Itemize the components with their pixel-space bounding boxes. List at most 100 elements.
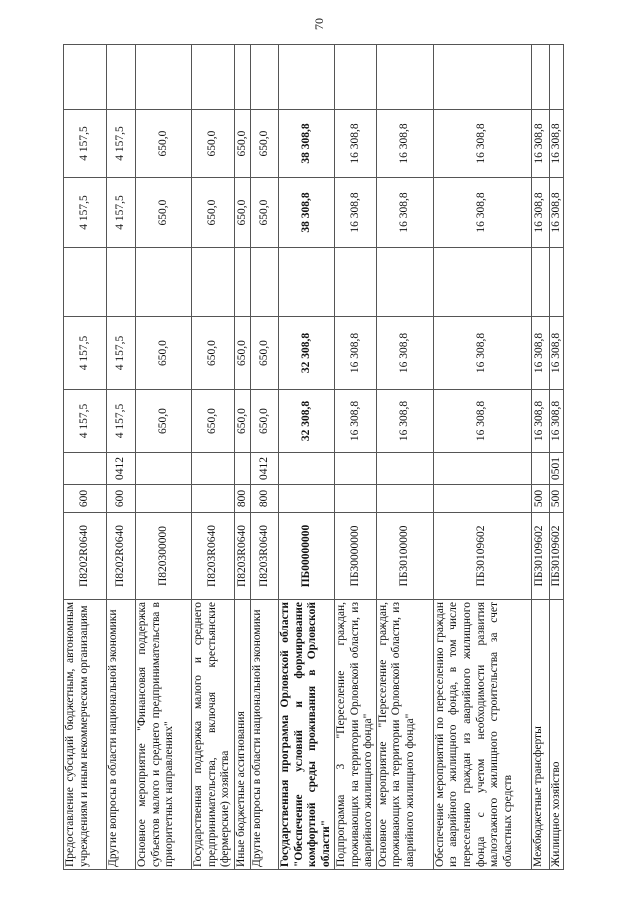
amount-6 <box>278 44 335 110</box>
table-row: Другие вопросы в области национальной эк… <box>106 44 136 870</box>
amount-3 <box>234 247 251 317</box>
amount-1: 4 157,5 <box>63 389 107 453</box>
table-row: Основное мероприятие "Переселение гражда… <box>376 44 434 870</box>
amount-5: 4 157,5 <box>106 109 136 178</box>
row-name: Основное мероприятие "Финансовая поддерж… <box>135 599 192 870</box>
row-name: Подпрограмма 3 "Переселение граждан, про… <box>334 599 377 870</box>
expense-type-code <box>433 484 532 513</box>
amount-5: 16 308,8 <box>334 109 377 178</box>
amount-2: 650,0 <box>234 316 251 390</box>
amount-6 <box>135 44 192 110</box>
table-row: Межбюджетные трансферты ПБ30109602 500 16 3… <box>531 44 550 870</box>
expense-type-code: 800 <box>234 484 251 513</box>
amount-5: 650,0 <box>234 109 251 178</box>
amount-3 <box>191 247 235 317</box>
expense-type-code <box>278 484 335 513</box>
row-name: Другие вопросы в области национальной эк… <box>250 599 279 870</box>
amount-4: 16 308,8 <box>433 177 532 248</box>
budget-table: Предоставление субсидий бюджетным, автон… <box>63 44 564 870</box>
amount-1: 32 308,8 <box>278 389 335 453</box>
amount-3 <box>376 247 434 317</box>
target-article-code: П8202R0640 <box>63 512 107 600</box>
expense-type-code <box>376 484 434 513</box>
amount-1: 650,0 <box>234 389 251 453</box>
target-article-code: П8203R0640 <box>191 512 235 600</box>
amount-4: 4 157,5 <box>63 177 107 248</box>
expense-type-code: 500 <box>531 484 550 513</box>
amount-2: 4 157,5 <box>106 316 136 390</box>
table-row: Государственная программа Орловской обла… <box>278 44 335 870</box>
expense-type-code: 800 <box>250 484 279 513</box>
expense-type-code: 600 <box>63 484 107 513</box>
amount-6 <box>106 44 136 110</box>
amount-2: 16 308,8 <box>531 316 550 390</box>
amount-6 <box>433 44 532 110</box>
amount-5: 38 308,8 <box>278 109 335 178</box>
target-article-code: ПБ30100000 <box>376 512 434 600</box>
table-row: Обеспечение мероприятий по переселению г… <box>433 44 532 870</box>
amount-1: 650,0 <box>250 389 279 453</box>
amount-5: 16 308,8 <box>433 109 532 178</box>
amount-3 <box>278 247 335 317</box>
amount-6 <box>531 44 550 110</box>
amount-5: 16 308,8 <box>549 109 564 178</box>
amount-4: 650,0 <box>191 177 235 248</box>
amount-4: 650,0 <box>250 177 279 248</box>
amount-4: 650,0 <box>234 177 251 248</box>
amount-2: 650,0 <box>191 316 235 390</box>
amount-2: 4 157,5 <box>63 316 107 390</box>
amount-5: 4 157,5 <box>63 109 107 178</box>
table-row: Другие вопросы в области национальной эк… <box>250 44 279 870</box>
section-code <box>376 452 434 485</box>
amount-1: 16 308,8 <box>376 389 434 453</box>
expense-type-code: 600 <box>106 484 136 513</box>
amount-1: 650,0 <box>135 389 192 453</box>
amount-5: 650,0 <box>250 109 279 178</box>
amount-4: 650,0 <box>135 177 192 248</box>
amount-1: 16 308,8 <box>549 389 564 453</box>
expense-type-code: 500 <box>549 484 564 513</box>
amount-3 <box>433 247 532 317</box>
amount-2: 650,0 <box>250 316 279 390</box>
expense-type-code <box>135 484 192 513</box>
amount-3 <box>135 247 192 317</box>
row-name: Межбюджетные трансферты <box>531 599 550 870</box>
target-article-code: П8202R0640 <box>106 512 136 600</box>
table-row: Основное мероприятие "Финансовая поддерж… <box>135 44 192 870</box>
table-row: Жилищное хозяйство ПБ30109602 500 0501 16 30… <box>549 44 564 870</box>
expense-type-code <box>334 484 377 513</box>
amount-2: 650,0 <box>135 316 192 390</box>
section-code: 0412 <box>106 452 136 485</box>
amount-2: 16 308,8 <box>433 316 532 390</box>
row-name: Иные бюджетные ассигнования <box>234 599 251 870</box>
section-code <box>531 452 550 485</box>
target-article-code: ПБ30109602 <box>433 512 532 600</box>
section-code <box>135 452 192 485</box>
target-article-code: П8203R0640 <box>250 512 279 600</box>
amount-1: 16 308,8 <box>334 389 377 453</box>
amount-5: 650,0 <box>135 109 192 178</box>
amount-6 <box>376 44 434 110</box>
amount-1: 16 308,8 <box>433 389 532 453</box>
section-code <box>433 452 532 485</box>
table-row: Предоставление субсидий бюджетным, автон… <box>63 44 107 870</box>
amount-4: 16 308,8 <box>334 177 377 248</box>
row-name: Основное мероприятие "Переселение гражда… <box>376 599 434 870</box>
section-code <box>334 452 377 485</box>
target-article-code: ПБ30000000 <box>334 512 377 600</box>
row-name: Другие вопросы в области национальной эк… <box>106 599 136 870</box>
amount-1: 16 308,8 <box>531 389 550 453</box>
amount-1: 4 157,5 <box>106 389 136 453</box>
row-name: Обеспечение мероприятий по переселению г… <box>433 599 532 870</box>
table-row: Государственная поддержка малого и средн… <box>191 44 235 870</box>
amount-1: 650,0 <box>191 389 235 453</box>
row-name: Государственная программа Орловской обла… <box>278 599 335 870</box>
expense-type-code <box>191 484 235 513</box>
amount-4: 38 308,8 <box>278 177 335 248</box>
table-row: Иные бюджетные ассигнования П8203R0640 800… <box>234 44 251 870</box>
amount-2: 16 308,8 <box>549 316 564 390</box>
section-code: 0412 <box>250 452 279 485</box>
amount-4: 16 308,8 <box>531 177 550 248</box>
amount-6 <box>549 44 564 110</box>
amount-3 <box>106 247 136 317</box>
